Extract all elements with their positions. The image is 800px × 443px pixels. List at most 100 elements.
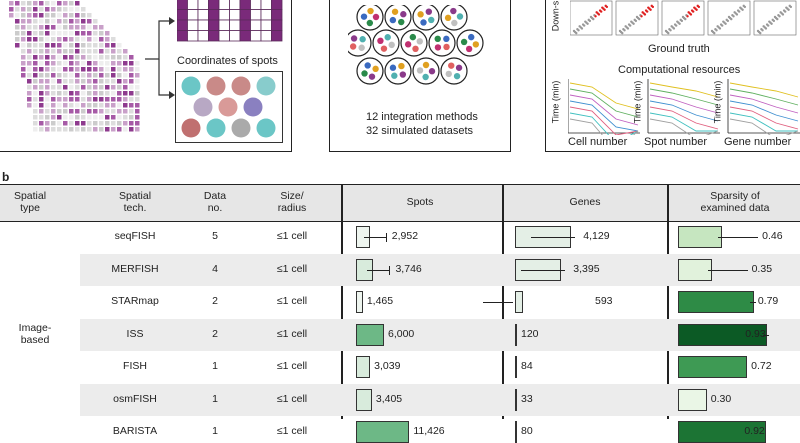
tissue-spot bbox=[135, 103, 140, 108]
matrix-cell bbox=[208, 9, 220, 21]
tissue-spot bbox=[81, 49, 86, 54]
x-label-gene: Gene number bbox=[724, 136, 792, 148]
spots-bar bbox=[356, 291, 363, 314]
tissue-spot bbox=[21, 49, 26, 54]
time-label-3: Time (min) bbox=[712, 80, 723, 124]
tissue-spot bbox=[99, 25, 104, 30]
hdr-spatial-type: Spatial type bbox=[13, 190, 47, 214]
tissue-spot bbox=[57, 73, 62, 78]
tissue-spot bbox=[39, 37, 44, 42]
tissue-spot bbox=[63, 103, 68, 108]
tissue-spot bbox=[81, 55, 86, 60]
tissue-spot bbox=[93, 25, 98, 30]
tissue-spot bbox=[75, 25, 80, 30]
spot-circle bbox=[181, 118, 201, 138]
matrix-cell bbox=[271, 19, 283, 31]
cell-tech: FISH bbox=[123, 360, 147, 373]
tissue-spot bbox=[117, 61, 122, 66]
tissue-spot bbox=[123, 97, 128, 102]
col-divider-3 bbox=[667, 184, 669, 419]
tissue-spot bbox=[75, 103, 80, 108]
tissue-spot bbox=[57, 7, 62, 12]
tissue-spot bbox=[75, 109, 80, 114]
matrix-cell bbox=[187, 0, 199, 10]
tissue-spot bbox=[63, 49, 68, 54]
genes-value: 84 bbox=[521, 360, 533, 373]
tissue-spot bbox=[63, 55, 68, 60]
tissue-spot bbox=[135, 91, 140, 96]
cell-size: ≤1 cell bbox=[276, 360, 308, 373]
tissue-spot bbox=[87, 103, 92, 108]
tissue-spot bbox=[51, 103, 56, 108]
sparsity-errbar bbox=[749, 302, 756, 304]
tissue-spot bbox=[39, 13, 44, 18]
tissue-spot bbox=[27, 13, 32, 18]
tissue-spot bbox=[27, 55, 32, 60]
tissue-spot bbox=[99, 67, 104, 72]
tissue-spot bbox=[117, 127, 122, 132]
tissue-spot bbox=[99, 37, 104, 42]
hdr-spatial-tech: Spatial tech. bbox=[118, 190, 152, 214]
tissue-spot bbox=[87, 55, 92, 60]
matrix-cell bbox=[229, 19, 241, 31]
tissue-spot bbox=[21, 67, 26, 72]
tissue-spot bbox=[27, 1, 32, 6]
tissue-spot bbox=[39, 67, 44, 72]
tissue-spot bbox=[45, 91, 50, 96]
tissue-spot bbox=[51, 127, 56, 132]
tissue-spot bbox=[87, 61, 92, 66]
tissue-spot bbox=[117, 91, 122, 96]
tissue-spot bbox=[33, 61, 38, 66]
tissue-spot bbox=[51, 7, 56, 12]
tissue-spot bbox=[15, 31, 20, 36]
tissue-spot bbox=[111, 127, 116, 132]
spots-bar bbox=[356, 323, 384, 346]
tissue-spot bbox=[39, 31, 44, 36]
tissue-spot bbox=[105, 67, 110, 72]
spot-circle bbox=[193, 97, 213, 117]
tissue-spot bbox=[51, 19, 56, 24]
scatter-mini bbox=[753, 0, 797, 36]
tissue-spot bbox=[39, 55, 44, 60]
tissue-spot bbox=[105, 115, 110, 120]
matrix-cell bbox=[239, 9, 251, 21]
tissue-spot bbox=[27, 43, 32, 48]
tissue-spot bbox=[45, 25, 50, 30]
tissue-spot bbox=[27, 7, 32, 12]
tissue-spot bbox=[99, 49, 104, 54]
spots-errbar bbox=[363, 237, 386, 239]
spots-errcap bbox=[385, 233, 387, 243]
tissue-spot bbox=[21, 43, 26, 48]
tissue-spot bbox=[105, 73, 110, 78]
tissue-spot bbox=[63, 109, 68, 114]
tissue-spot bbox=[129, 97, 134, 102]
matrix-cell bbox=[250, 30, 262, 42]
matrix-cell bbox=[208, 19, 220, 31]
tissue-spot bbox=[75, 49, 80, 54]
methods-circles bbox=[348, 5, 484, 85]
tissue-spot bbox=[15, 1, 20, 6]
tissue-spot bbox=[123, 85, 128, 90]
tissue-spot bbox=[69, 55, 74, 60]
tissue-spot bbox=[57, 55, 62, 60]
checker-matrix bbox=[177, 0, 283, 42]
tissue-spot bbox=[51, 109, 56, 114]
tissue-spot bbox=[105, 91, 110, 96]
sparsity-value: 0.79 bbox=[757, 295, 779, 308]
spot-circle bbox=[218, 97, 238, 117]
method-circle bbox=[456, 29, 484, 57]
tissue-spot bbox=[21, 13, 26, 18]
tissue-spot bbox=[27, 97, 32, 102]
methods-line2: 32 simulated datasets bbox=[366, 125, 474, 137]
tissue-spot bbox=[93, 31, 98, 36]
tissue-spot bbox=[45, 31, 50, 36]
method-circle bbox=[400, 29, 428, 57]
genes-value: 593 bbox=[595, 295, 613, 308]
tissue-spot bbox=[33, 127, 38, 132]
method-circle bbox=[356, 5, 384, 31]
method-circle bbox=[428, 29, 456, 57]
tissue-spot bbox=[27, 73, 32, 78]
tissue-spot bbox=[27, 79, 32, 84]
sparsity-value: 0.92 bbox=[744, 425, 765, 438]
tissue-spot bbox=[69, 97, 74, 102]
